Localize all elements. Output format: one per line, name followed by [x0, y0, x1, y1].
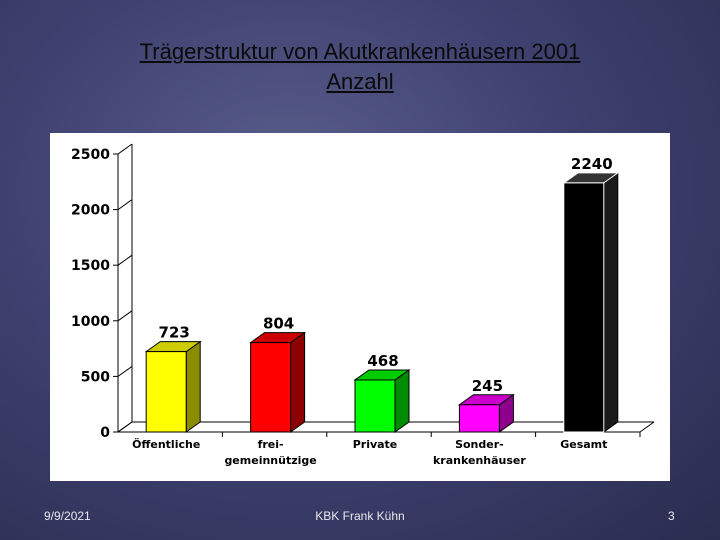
data-label: 804	[263, 315, 294, 333]
y-tick-label: 1000	[71, 314, 110, 330]
bar	[458, 404, 500, 433]
x-tick-label: gemeinnützige	[224, 454, 316, 467]
data-label: 723	[159, 324, 190, 342]
footer-author: KBK Frank Kühn	[315, 509, 405, 523]
slide-title: Trägerstruktur von Akutkrankenhäusern 20…	[139, 39, 581, 64]
data-label: 2240	[571, 155, 613, 173]
y-tick-depth	[117, 199, 133, 211]
y-tick-label: 1500	[71, 258, 110, 274]
y-tick-depth	[117, 365, 133, 377]
x-tick-label: frei-	[258, 438, 284, 451]
bar	[354, 379, 396, 433]
y-tick-depth	[117, 254, 133, 266]
bar	[563, 182, 605, 433]
x-tick-label: Private	[353, 438, 398, 451]
bar-side	[185, 340, 201, 433]
footer-page-number: 3	[668, 509, 675, 523]
bar-side	[290, 331, 306, 433]
x-tick-label: krankenhäuser	[433, 454, 526, 467]
y-tick-depth	[117, 143, 133, 155]
bar-side	[603, 171, 619, 433]
y-tick-depth	[117, 310, 133, 322]
x-tick-label: Gesamt	[560, 438, 607, 451]
x-tick-label: Öffentliche	[132, 437, 200, 451]
y-tick-label: 0	[100, 425, 110, 441]
data-label: 468	[367, 352, 398, 370]
y-tick-label: 500	[81, 369, 110, 385]
bar	[145, 351, 187, 433]
y-tick-depth	[117, 421, 133, 433]
slide-subtitle: Anzahl	[326, 69, 394, 94]
x-tick-label: Sonder-	[455, 438, 504, 451]
floor-right-edge	[639, 421, 655, 433]
bar-side	[394, 368, 410, 433]
footer-date: 9/9/2021	[44, 509, 91, 523]
y-tick-label: 2000	[71, 203, 110, 219]
data-label: 245	[472, 377, 503, 395]
bar	[250, 342, 292, 433]
y-tick-label: 2500	[71, 147, 110, 163]
